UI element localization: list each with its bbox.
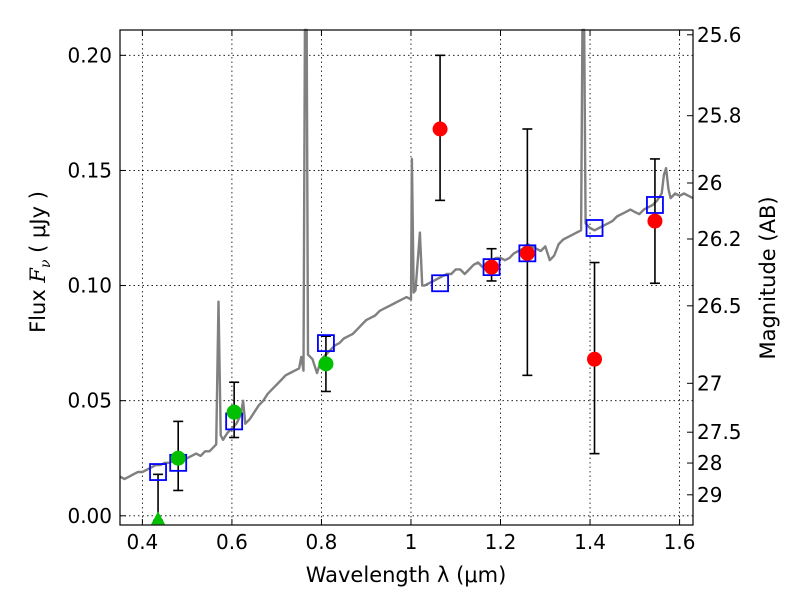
mag-tick-label: 25.6	[697, 23, 742, 47]
y-axis-label-subscript: ν	[38, 259, 54, 268]
green-data-point	[170, 450, 186, 466]
x-axis-label: Wavelength λ (μm)	[306, 563, 507, 587]
green-data-point	[226, 404, 242, 420]
model-photometry-square	[518, 244, 537, 263]
green-data-point	[318, 356, 334, 372]
x-tick-label: 1	[405, 530, 418, 554]
y-axis-label-unit: ( μJy )	[26, 191, 50, 259]
mag-tick-label: 28	[697, 451, 722, 475]
mag-tick-label: 27.5	[697, 420, 742, 444]
model-photometry-square	[431, 274, 449, 293]
model-photometry-square	[646, 196, 664, 214]
x-tick-label: 1.6	[664, 530, 696, 554]
x-tick-label: 0.8	[306, 530, 338, 554]
model-sed-line	[120, 28, 693, 481]
red-data-point	[484, 259, 500, 275]
model-photometry-square	[585, 219, 604, 237]
mag-tick-label: 26	[697, 171, 722, 195]
y-axis-label: Flux Fν ( μJy )	[26, 191, 54, 333]
mag-tick-label: 29	[697, 483, 722, 507]
red-data-point	[587, 351, 603, 367]
mag-tick-label: 26.2	[697, 227, 742, 251]
x-tick-label: 1.4	[574, 530, 606, 554]
red-data-point	[647, 213, 663, 229]
mag-tick-label: 26.5	[697, 294, 742, 318]
y-tick-label: 0.15	[67, 158, 112, 182]
model-photometry-square	[317, 334, 335, 353]
model-photometry-square	[149, 463, 167, 481]
model-photometry-square	[482, 258, 501, 277]
mag-tick-label: 27	[697, 371, 722, 395]
axis-ticks: 0.4 0.6 0.8 1 1.2 1.4 1.6 0.00 0.05 0.10 0.15 0.20 2…	[67, 23, 741, 554]
plot-area	[120, 28, 693, 525]
upper-limit-triangle	[151, 511, 166, 525]
right-axis-label: Magnitude (AB)	[756, 196, 780, 359]
y-axis-label-symbol: F	[26, 267, 50, 284]
grid	[120, 30, 693, 525]
x-tick-label: 0.6	[216, 530, 248, 554]
mag-tick-label: 25.8	[697, 104, 742, 128]
y-axis-label-prefix: Flux	[26, 283, 50, 333]
plot-series	[120, 28, 693, 525]
red-data-point	[519, 245, 535, 261]
x-tick-label: 1.2	[485, 530, 517, 554]
y-tick-label: 0.20	[67, 43, 112, 67]
plot-frame	[119, 29, 694, 526]
red-data-point	[432, 121, 448, 137]
x-tick-label: 0.4	[126, 530, 158, 554]
y-tick-label: 0.05	[67, 389, 112, 413]
y-tick-label: 0.00	[67, 504, 112, 528]
y-tick-label: 0.10	[67, 274, 112, 298]
